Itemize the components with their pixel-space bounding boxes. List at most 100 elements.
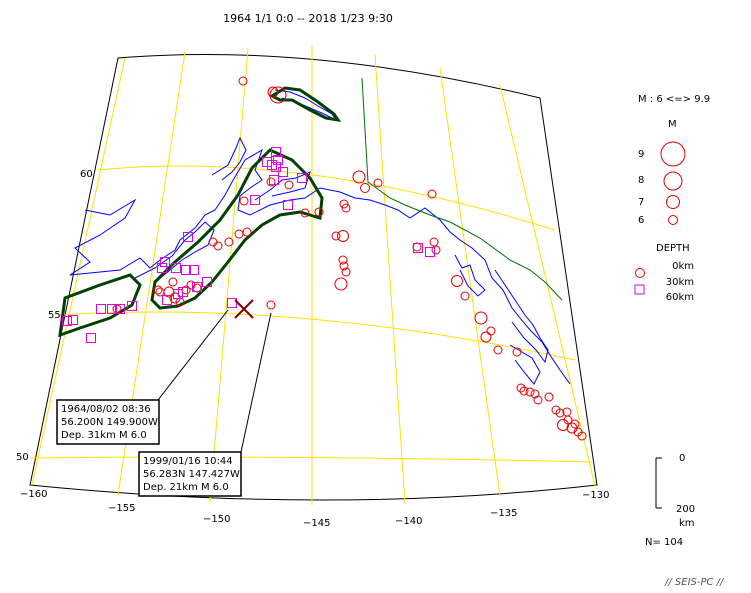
map-frame [29,53,598,501]
event-circle [512,347,522,357]
event-circle [431,245,441,255]
event-square [283,200,293,210]
legend-m-9: 9 [638,149,644,160]
lon-label-130: −130 [582,490,609,501]
event-square [162,295,172,305]
legend-depth-30: 30km [666,277,694,288]
event-square [227,298,237,308]
legend-depth-60-symbol [634,284,645,295]
event-circle [516,383,526,393]
event-circle [360,183,370,193]
event-square [250,195,260,205]
annotation-1999-line-3: Dep. 21km M 6.0 [143,482,229,493]
annotation-1999-line-2: 56.283N 147.427W [143,469,240,480]
event-circle [213,241,223,251]
event-square [278,167,288,177]
annotation-1964-line-3: Dep. 31km M 6.0 [61,430,147,441]
event-count: N= 104 [645,537,683,548]
lon-label-135: −135 [490,508,517,519]
event-circle [266,300,276,310]
legend: M : 6 <=> 9.9 M 9 8 7 6 DEPTH 0km 30km 6… [634,94,710,548]
event-circle [155,287,165,297]
scale-unit-label: km [679,518,695,529]
event-circle [427,189,437,199]
legend-m-9-symbol [660,141,686,167]
event-circle [525,387,535,397]
legend-depth-title: DEPTH [656,243,690,254]
event-circle [577,431,587,441]
event-square [157,263,167,273]
event-circle [493,345,503,355]
event-square [68,315,78,325]
event-circle [224,237,234,247]
legend-m-8-symbol [663,171,683,191]
coastline [69,89,571,385]
lon-label-150: −150 [203,514,230,525]
annotation-1964-line-1: 1964/08/02 08:36 [61,404,151,415]
event-circle [300,208,310,218]
event-square [413,243,423,253]
event-circle [238,76,248,86]
event-circle [544,392,554,402]
event-square [189,265,199,275]
annotation-1999-line-1: 1999/01/16 10:44 [143,456,233,467]
annotation-box-1964: 1964/08/02 08:36 56.200N 149.900W Dep. 3… [56,399,160,445]
event-square [86,333,96,343]
map-title: 1964 1/1 0:0 -- 2018 1/23 9:30 [223,12,393,25]
event-square [62,316,72,326]
event-circle [153,285,163,295]
event-circle [242,227,252,237]
lon-label-160: −160 [20,489,47,500]
annotation-box-1999: 1999/01/16 10:44 56.283N 147.427W Dep. 2… [138,451,242,497]
credit: // SEIS-PC // [664,577,725,588]
legend-depth-60: 60km [666,292,694,303]
event-circle [341,267,351,277]
legend-m-8: 8 [638,175,644,186]
event-circle [486,326,496,336]
event-square [160,257,170,267]
event-circle [412,242,422,252]
event-circle [460,291,470,301]
legend-m-7-symbol [666,195,680,209]
event-circle [269,86,287,104]
lat-label-55: 55 [48,310,61,321]
earthquake-events [62,76,587,441]
event-circle [570,419,580,429]
lon-label-145: −145 [303,518,330,529]
region-outlines [58,86,342,338]
event-square [96,304,106,314]
scale-bottom-label: 200 [676,504,695,515]
lat-label-60: 60 [80,169,93,180]
event-circle [533,395,543,405]
main-event-marker [234,299,254,319]
event-circle [563,415,573,425]
event-circle [334,277,348,291]
event-circle [480,331,492,343]
event-circle [267,86,279,98]
event-circle [338,255,348,265]
annotation-1964-line-2: 56.200N 149.900W [61,417,158,428]
event-square [192,282,202,292]
lon-label-155: −155 [108,503,135,514]
event-circle [373,178,383,188]
event-square [115,304,125,314]
legend-m-6: 6 [638,215,644,226]
event-circle [339,261,349,271]
legend-m-7: 7 [638,197,644,208]
lat-label-50: 50 [16,452,29,463]
event-circle [266,177,276,187]
border-line [361,77,563,301]
legend-m-title: M [668,119,677,130]
event-circle [337,230,349,242]
annotation-leaders [157,309,272,453]
legend-magnitude-range: M : 6 <=> 9.9 [638,94,710,105]
legend-m-6-symbol [668,215,678,225]
event-circle [352,170,366,184]
event-square [425,247,435,257]
event-square [183,232,193,242]
event-square [181,265,191,275]
legend-depth-30-symbol [635,268,645,278]
event-circle [341,203,351,213]
event-square [202,277,212,287]
event-square [107,304,117,314]
